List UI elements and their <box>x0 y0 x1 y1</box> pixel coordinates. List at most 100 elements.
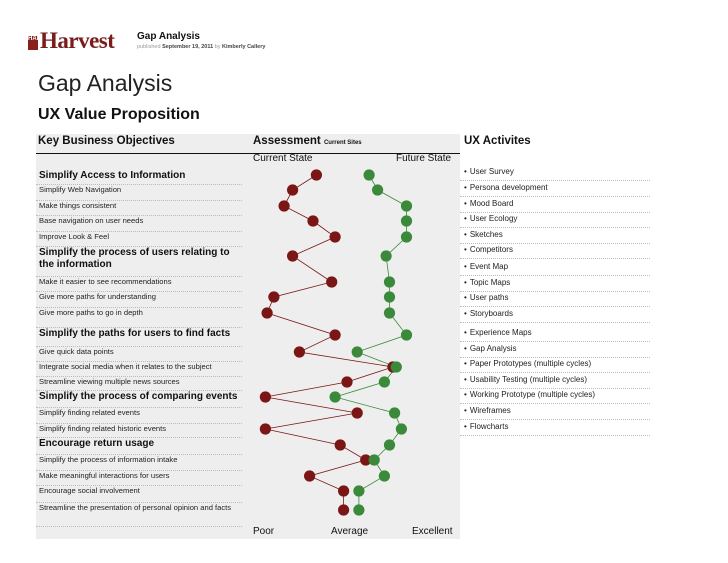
activity-divider <box>460 212 650 213</box>
harvest-logo: Harvest <box>40 28 115 53</box>
bullet-icon: • <box>464 344 467 353</box>
activity-item: • Gap Analysis <box>464 344 517 353</box>
activity-item: • Event Map <box>464 262 508 271</box>
current-state-point <box>259 423 271 435</box>
bullet-icon: • <box>464 183 467 192</box>
activity-item: • Competitors <box>464 245 513 254</box>
activity-divider <box>460 196 650 197</box>
objectives-header: Key Business Objectives <box>38 135 175 147</box>
objective-divider <box>36 246 242 247</box>
activity-label: User Ecology <box>469 214 518 223</box>
objective-label: Give more paths for understanding <box>39 292 156 301</box>
activity-item: • Wireframes <box>464 406 511 415</box>
page-subtitle: UX Value Proposition <box>38 106 200 123</box>
objective-divider <box>36 215 242 216</box>
objective-divider <box>36 291 242 292</box>
activity-item: • Flowcharts <box>464 422 509 431</box>
assessment-note: Current Sites <box>323 140 362 146</box>
activity-divider <box>460 291 650 292</box>
current-state-point <box>334 439 346 451</box>
current-state-point <box>338 485 350 497</box>
activity-divider <box>460 403 650 404</box>
future-state-point <box>400 200 413 212</box>
objective-label: Simplify the paths for users to find fac… <box>39 328 231 339</box>
activity-label: Mood Board <box>469 199 514 208</box>
bullet-icon: • <box>464 375 467 384</box>
bullet-icon: • <box>464 214 467 223</box>
future-state-point <box>400 231 413 243</box>
future-state-point <box>390 361 402 373</box>
activity-label: Sketches <box>469 230 503 239</box>
future-state-point <box>383 307 396 319</box>
current-state-point <box>329 231 341 243</box>
current-state-point <box>304 470 316 482</box>
objective-divider <box>36 346 242 347</box>
objective-label: Simplify finding related events <box>39 408 140 417</box>
assessment-title: Assessment <box>253 135 321 147</box>
activity-item: • Mood Board <box>464 199 513 208</box>
current-state-point <box>287 250 299 262</box>
activity-label: Persona development <box>469 183 548 192</box>
current-state-point <box>268 291 280 303</box>
activity-item: • Working Prototype (multiple cycles) <box>464 390 595 399</box>
bullet-icon: • <box>464 167 467 176</box>
current-state-point <box>307 215 319 227</box>
current-state-point <box>341 376 353 388</box>
page-title: Gap Analysis <box>38 70 173 96</box>
activity-divider <box>460 341 650 342</box>
objective-divider <box>36 390 242 391</box>
objective-divider <box>36 423 242 424</box>
objective-divider <box>36 200 242 201</box>
activity-divider <box>460 306 650 307</box>
objective-divider <box>36 376 242 377</box>
bullet-icon: • <box>464 199 467 208</box>
bullet-icon: • <box>464 309 467 318</box>
objective-label: Simplify Web Navigation <box>39 185 122 194</box>
objective-label: Encourage social involvement <box>39 486 140 495</box>
objective-label: Base navigation on user needs <box>39 216 144 225</box>
bullet-icon: • <box>464 230 467 239</box>
logo-mark: HARV <box>28 36 45 50</box>
activity-label: User Survey <box>469 167 514 176</box>
objective-label: Make it easier to see recommendations <box>39 277 172 286</box>
activity-divider <box>460 357 650 358</box>
bullet-icon: • <box>464 359 467 368</box>
objective-divider <box>36 454 242 455</box>
activity-item: • User Survey <box>464 167 514 176</box>
activity-divider <box>460 435 650 436</box>
activity-label: Usability Testing (multiple cycles) <box>469 375 588 384</box>
objective-label: Simplify the process of users relating t… <box>39 247 230 270</box>
activity-item: • User Ecology <box>464 214 517 223</box>
activity-divider <box>460 419 650 420</box>
header-rule <box>36 153 460 154</box>
current-state-point <box>293 346 305 358</box>
future-state-point <box>383 439 396 451</box>
objective-label: Make things consistent <box>39 201 117 210</box>
activity-divider <box>460 258 650 259</box>
activity-divider <box>460 275 650 276</box>
bullet-icon: • <box>464 278 467 287</box>
objective-label: Streamline viewing multiple news sources <box>39 377 180 386</box>
objective-divider <box>36 470 242 471</box>
activity-item: • User paths <box>464 293 509 302</box>
future-state-point <box>378 376 390 388</box>
bullet-icon: • <box>464 328 467 337</box>
activity-label: User paths <box>469 293 509 302</box>
bullet-icon: • <box>464 422 467 431</box>
objective-label: Give quick data points <box>39 347 114 356</box>
scale-average: Average <box>331 526 369 537</box>
objective-divider <box>36 307 242 308</box>
future-state-point <box>383 276 396 288</box>
current-state-point <box>259 391 271 403</box>
current-state-point <box>329 329 341 341</box>
objective-divider <box>36 184 242 185</box>
activity-label: Competitors <box>469 245 513 254</box>
assessment-header: Assessment Current Sites <box>253 135 362 147</box>
objective-label: Improve Look & Feel <box>39 232 110 241</box>
current-state-point <box>261 307 273 319</box>
objective-label: Simplify the process of information inta… <box>39 455 178 464</box>
future-state-point <box>329 391 341 403</box>
meta-author: Kimberly Callery <box>222 44 266 50</box>
activity-item: • Experience Maps <box>464 328 532 337</box>
meta-by: by <box>214 44 221 50</box>
